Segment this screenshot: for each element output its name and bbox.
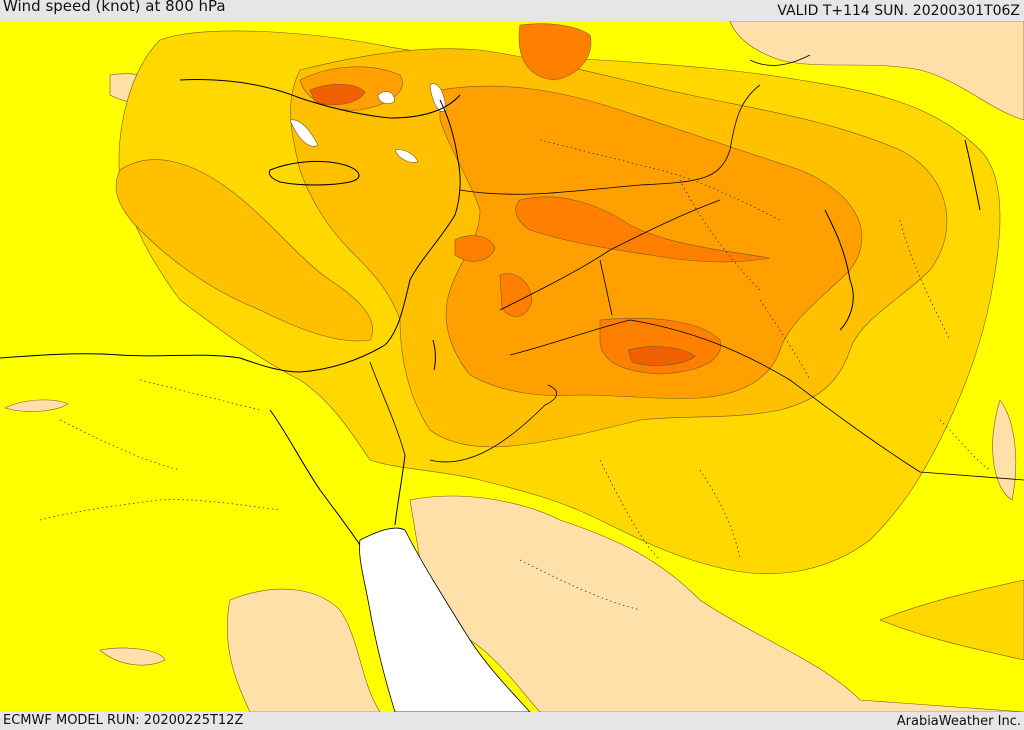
coastline-dead-sea: [432, 339, 436, 371]
coastline-gulf-of-aqaba: [394, 454, 406, 526]
sea-patch-north-1: [289, 119, 319, 147]
band-red-core-north: [309, 83, 366, 105]
sea-patch-north-2: [377, 91, 395, 104]
sea-patch-north-3: [394, 149, 419, 163]
band-light-east: [992, 399, 1017, 501]
band-light-northeast: [729, 21, 1024, 121]
map-title: Wind speed (knot) at 800 hPa: [3, 0, 226, 15]
band-gold-east-lower: [879, 579, 1024, 661]
admin-dotted-lines: [39, 139, 991, 611]
band-deep-north: [518, 23, 592, 81]
wind-speed-map: [0, 21, 1024, 712]
coastline-mediterranean: [0, 99, 461, 373]
credit-label: ArabiaWeather Inc.: [896, 714, 1021, 729]
model-run: ECMWF MODEL RUN: 20200225T12Z: [3, 713, 244, 728]
coastline-cyprus: [268, 160, 360, 186]
band-light-southwest: [226, 588, 381, 712]
band-light-west-blob2: [99, 647, 166, 666]
coastline-turkey-south: [179, 79, 461, 119]
band-deep-lower: [599, 317, 721, 375]
band-light-west-blob: [4, 399, 69, 412]
band-deep-streak-upper: [515, 196, 771, 263]
country-borders: [369, 54, 1024, 481]
coastline-caspian-west: [964, 139, 981, 211]
coastline-gulf-of-suez: [269, 409, 361, 546]
red-sea: [359, 527, 531, 712]
coastline-persian-gulf: [824, 209, 854, 331]
valid-time: VALID T+114 SUN. 20200301T06Z: [777, 3, 1020, 19]
header-bar: Wind speed (knot) at 800 hPa VALID T+114…: [0, 0, 1024, 21]
band-red-core-lower: [627, 346, 696, 366]
footer-bar: ECMWF MODEL RUN: 20200225T12Z ArabiaWeat…: [0, 712, 1024, 729]
band-deep-levant: [454, 235, 496, 262]
band-amber-west-plume: [115, 159, 373, 342]
